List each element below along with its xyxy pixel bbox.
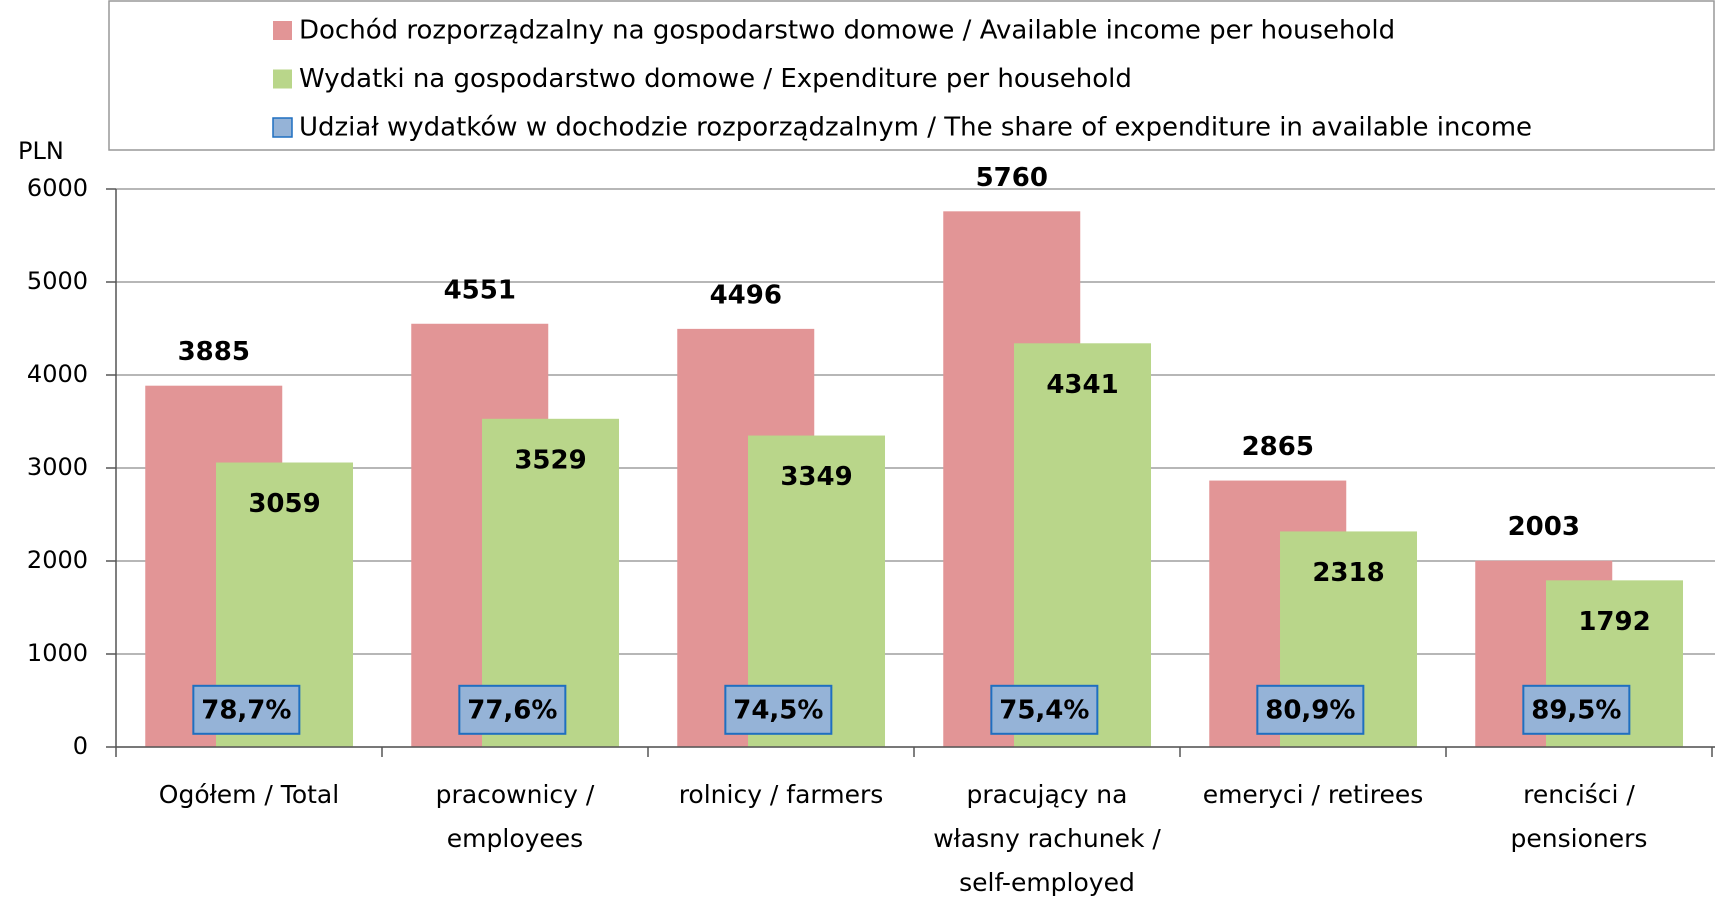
share-label: 77,6% — [467, 695, 557, 725]
legend-swatch — [273, 69, 292, 89]
value-label: 3529 — [514, 445, 586, 475]
share-box — [1256, 684, 1365, 735]
x-tick-label: Ogółem / Total — [158, 780, 340, 809]
y-tick-label: 2000 — [27, 546, 88, 574]
value-label: 4496 — [710, 280, 782, 310]
y-tick-label: 1000 — [27, 639, 88, 667]
x-tick-label: renciści / pensioners — [1510, 780, 1648, 853]
y-tick-label: 3000 — [27, 453, 88, 481]
share-label: 89,5% — [1531, 695, 1621, 725]
value-label: 4341 — [1046, 370, 1118, 400]
share-box — [990, 684, 1099, 735]
share-label: 78,7% — [201, 695, 291, 725]
legend-label: Wydatki na gospodarstwo domowe / Expendi… — [299, 64, 1132, 94]
y-tick-label: 0 — [73, 732, 88, 760]
value-label: 4551 — [444, 275, 516, 305]
y-tick-label: 5000 — [27, 267, 88, 295]
share-box — [192, 684, 301, 735]
value-label: 3349 — [780, 462, 852, 492]
y-tick-label: 6000 — [27, 174, 88, 202]
share-label: 75,4% — [999, 695, 1089, 725]
value-label: 3059 — [248, 489, 320, 519]
value-label: 3885 — [178, 337, 250, 367]
x-tick-label: rolnicy / farmers — [678, 780, 884, 809]
x-tick-label: pracujący na własny rachunek / self-empl… — [933, 780, 1161, 897]
share-box — [724, 684, 833, 735]
legend-swatch — [273, 21, 292, 40]
legend-box — [108, 0, 1715, 151]
value-label: 2318 — [1312, 558, 1384, 588]
x-tick-label: emeryci / retirees — [1202, 780, 1424, 809]
legend-swatch — [272, 117, 293, 138]
y-tick-label: 4000 — [27, 360, 88, 388]
share-box — [458, 684, 567, 735]
share-box — [1522, 684, 1631, 735]
share-label: 80,9% — [1265, 695, 1355, 725]
value-label: 2865 — [1242, 432, 1314, 462]
legend-label: Udział wydatków w dochodzie rozporządzal… — [299, 113, 1532, 143]
value-label: 1792 — [1578, 607, 1650, 637]
y-axis-label: PLN — [18, 137, 64, 165]
share-label: 74,5% — [733, 695, 823, 725]
legend-label: Dochód rozporządzalny na gospodarstwo do… — [299, 16, 1395, 46]
value-label: 2003 — [1508, 512, 1580, 542]
bar — [1014, 343, 1152, 747]
x-tick-label: pracownicy / employees — [435, 780, 595, 853]
value-label: 5760 — [976, 163, 1048, 193]
